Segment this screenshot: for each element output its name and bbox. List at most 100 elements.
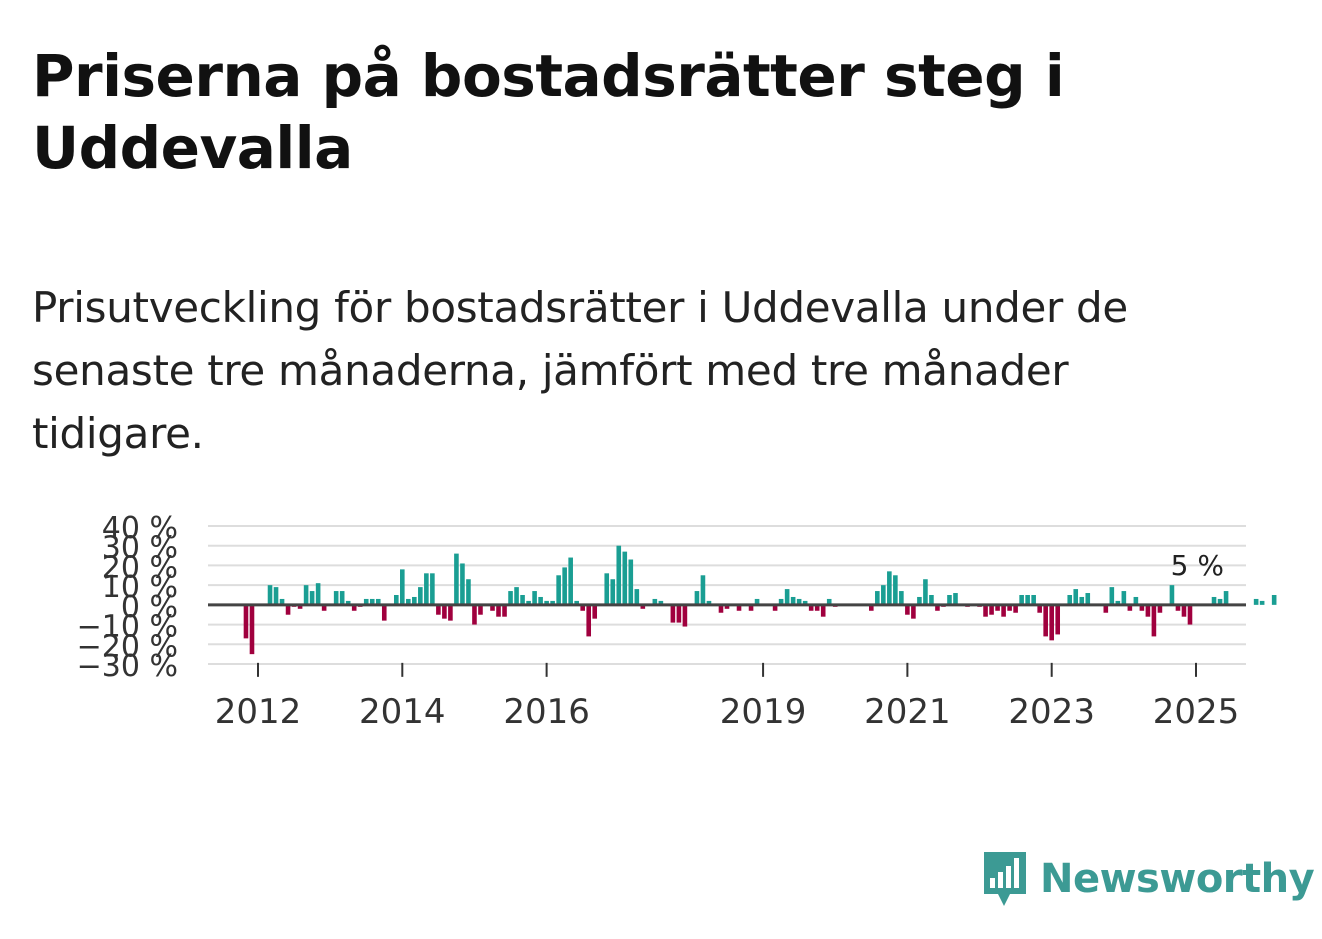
bar xyxy=(947,595,952,605)
bar xyxy=(1001,604,1006,617)
bar xyxy=(917,596,922,605)
bar xyxy=(658,600,664,605)
chart-subtitle: Prisutveckling för bostadsrätter i Uddev… xyxy=(32,283,1128,458)
bar xyxy=(321,604,327,611)
bar xyxy=(339,591,345,605)
bar xyxy=(1037,604,1042,613)
bar xyxy=(1157,604,1163,613)
bar xyxy=(351,604,357,611)
bar xyxy=(412,596,417,605)
bar xyxy=(375,598,381,605)
bar xyxy=(899,591,904,605)
bar xyxy=(905,604,910,615)
bar xyxy=(460,563,465,605)
bar xyxy=(381,604,387,621)
bar xyxy=(1007,604,1012,611)
bar xyxy=(333,591,339,605)
x-tick-label: 2023 xyxy=(1008,692,1095,732)
bar xyxy=(1169,585,1175,605)
newsworthy-logo-icon xyxy=(984,852,1026,906)
bar xyxy=(1019,595,1024,605)
bar xyxy=(814,604,820,611)
bar xyxy=(670,604,676,623)
chart-title: Priserna på bostadsrätter steg i Uddeval… xyxy=(32,42,1065,182)
bar xyxy=(544,600,549,605)
bar xyxy=(778,598,784,605)
x-tick-label: 2021 xyxy=(864,692,951,732)
bar xyxy=(273,587,279,605)
bar xyxy=(279,598,285,605)
bar xyxy=(622,551,628,605)
bar xyxy=(496,604,501,617)
bar xyxy=(676,604,682,623)
bar xyxy=(1079,596,1085,605)
bar xyxy=(718,604,724,613)
bar xyxy=(448,604,453,621)
bar xyxy=(616,545,622,605)
y-tick-label: 40 % xyxy=(102,511,178,546)
bar xyxy=(923,579,928,605)
bar xyxy=(526,600,531,605)
bar xyxy=(1085,593,1091,605)
bar xyxy=(418,587,423,605)
bar xyxy=(1145,604,1151,617)
bar xyxy=(1067,595,1073,605)
x-tick-label: 2016 xyxy=(503,692,590,732)
bar xyxy=(610,579,616,605)
x-tick-label: 2012 xyxy=(215,692,302,732)
y-tick-label: 10 % xyxy=(102,570,178,605)
bar xyxy=(243,604,249,639)
bar xyxy=(1055,604,1061,635)
bar xyxy=(267,585,273,605)
bar xyxy=(1139,604,1145,611)
bar xyxy=(1025,595,1030,605)
bar xyxy=(562,567,567,605)
bar xyxy=(784,589,790,605)
bar xyxy=(436,604,441,615)
bar-chart: −30 %−20 %−10 %0 %10 %20 %30 %40 % 2012 20… xyxy=(77,511,1277,732)
bar xyxy=(790,596,796,605)
x-tick-label: 2014 xyxy=(359,692,446,732)
logo-text: Newsworthy xyxy=(1040,856,1315,902)
bar xyxy=(249,604,255,655)
bar xyxy=(1181,604,1187,617)
bar xyxy=(502,604,507,617)
bar xyxy=(634,589,640,605)
bar xyxy=(580,604,585,611)
last-value-label: 5 % xyxy=(1171,549,1224,582)
bar xyxy=(929,595,934,605)
bar xyxy=(1271,595,1277,605)
newsworthy-logo: Newsworthy xyxy=(980,848,1315,910)
bar xyxy=(893,575,898,605)
bar xyxy=(881,585,886,605)
bar xyxy=(454,553,459,605)
bar xyxy=(490,604,495,611)
y-tick-label: 20 % xyxy=(102,550,178,585)
bar xyxy=(556,575,561,605)
bar xyxy=(724,604,730,609)
bar xyxy=(808,604,814,611)
bar xyxy=(802,600,808,605)
bar xyxy=(604,573,610,605)
bar xyxy=(520,595,525,605)
bar xyxy=(875,591,880,605)
x-tick-label: 2025 xyxy=(1153,692,1240,732)
bar xyxy=(592,604,598,619)
bar xyxy=(1031,595,1036,605)
bar xyxy=(1121,591,1127,605)
bar xyxy=(1115,600,1121,605)
bar xyxy=(748,604,754,611)
bar xyxy=(869,604,874,611)
bar xyxy=(1217,598,1223,605)
bar xyxy=(754,598,760,605)
y-tick-label: −20 % xyxy=(77,629,178,664)
bar xyxy=(574,600,579,605)
bar xyxy=(1073,589,1079,605)
bar xyxy=(628,559,634,605)
y-tick-label: −30 % xyxy=(77,649,178,684)
bar xyxy=(1103,604,1109,613)
bar xyxy=(478,604,483,615)
bar xyxy=(442,604,447,619)
bar xyxy=(694,591,700,605)
bar xyxy=(796,598,802,605)
